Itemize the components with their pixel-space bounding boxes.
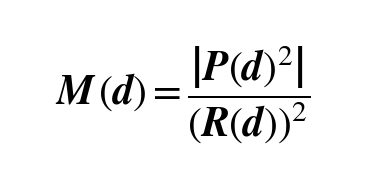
Text: $\boldsymbol{M}\,(\boldsymbol{d})=\dfrac{\left|\boldsymbol{P}(\boldsymbol{d})^{2: $\boldsymbol{M}\,(\boldsymbol{d})=\dfrac…	[55, 44, 310, 146]
